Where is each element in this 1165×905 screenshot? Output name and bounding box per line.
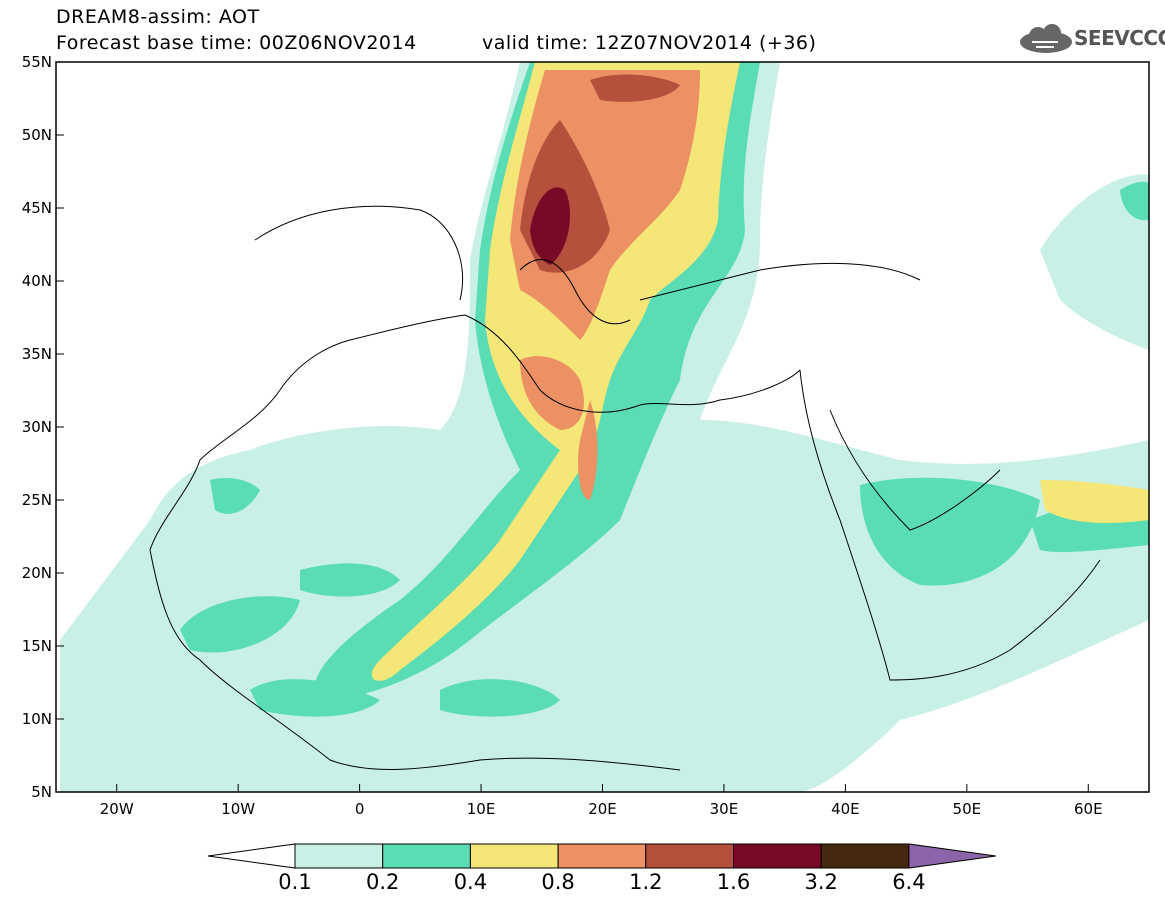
lat-tick-label: 5N <box>31 783 52 801</box>
forecast-base-time: Forecast base time: 00Z06NOV2014 <box>56 32 417 54</box>
lon-tick-label: 40E <box>831 800 860 818</box>
lon-tick-label: 60E <box>1074 800 1103 818</box>
lon-tick-label: 30E <box>710 800 739 818</box>
colorbar-label: 0.2 <box>365 870 400 894</box>
lat-tick-label: 35N <box>22 345 52 363</box>
lon-tick-label: 20E <box>588 800 617 818</box>
colorbar-label: 0.8 <box>541 870 575 894</box>
lat-tick-label: 20N <box>22 564 52 582</box>
product-title: DREAM8-assim: AOT <box>56 6 260 28</box>
colorbar-label: 3.2 <box>804 870 838 894</box>
colorbar-box <box>820 843 910 869</box>
lon-tick-label: 50E <box>953 800 982 818</box>
lat-tick-label: 10N <box>22 710 52 728</box>
colorbar-label: 6.4 <box>892 870 926 894</box>
aot-band-1.6 <box>530 187 570 265</box>
colorbar-label: 1.2 <box>629 870 663 894</box>
lat-tick-label: 45N <box>22 199 52 217</box>
colorbar-box <box>382 843 471 869</box>
lon-tick-label: 10W <box>221 800 255 818</box>
lat-tick-label: 30N <box>22 418 52 436</box>
lat-tick-label: 15N <box>22 637 52 655</box>
colorbar-under-arrow <box>207 843 296 869</box>
lat-tick-label: 40N <box>22 272 52 290</box>
lat-tick-label: 55N <box>22 53 52 71</box>
colorbar-box <box>557 843 647 869</box>
lon-tick-label: 0 <box>355 800 365 818</box>
colorbar-label: 0.1 <box>278 870 312 894</box>
colorbar-over-arrow <box>908 843 996 869</box>
lon-tick-label: 20W <box>100 800 134 818</box>
seevccc-logo-text: SEEVCCC <box>1074 26 1165 50</box>
cloud-icon <box>1020 24 1072 53</box>
colorbar <box>207 843 996 869</box>
lat-tick-label: 50N <box>22 126 52 144</box>
colorbar-box <box>733 843 822 869</box>
colorbar-box <box>294 843 384 869</box>
valid-time: valid time: 12Z07NOV2014 (+36) <box>482 32 817 54</box>
lon-tick-label: 10E <box>467 800 496 818</box>
lat-tick-label: 25N <box>22 491 52 509</box>
colorbar-label: 0.4 <box>453 870 488 894</box>
colorbar-box <box>469 843 559 869</box>
colorbar-box <box>645 843 734 869</box>
colorbar-label: 1.6 <box>716 870 751 894</box>
